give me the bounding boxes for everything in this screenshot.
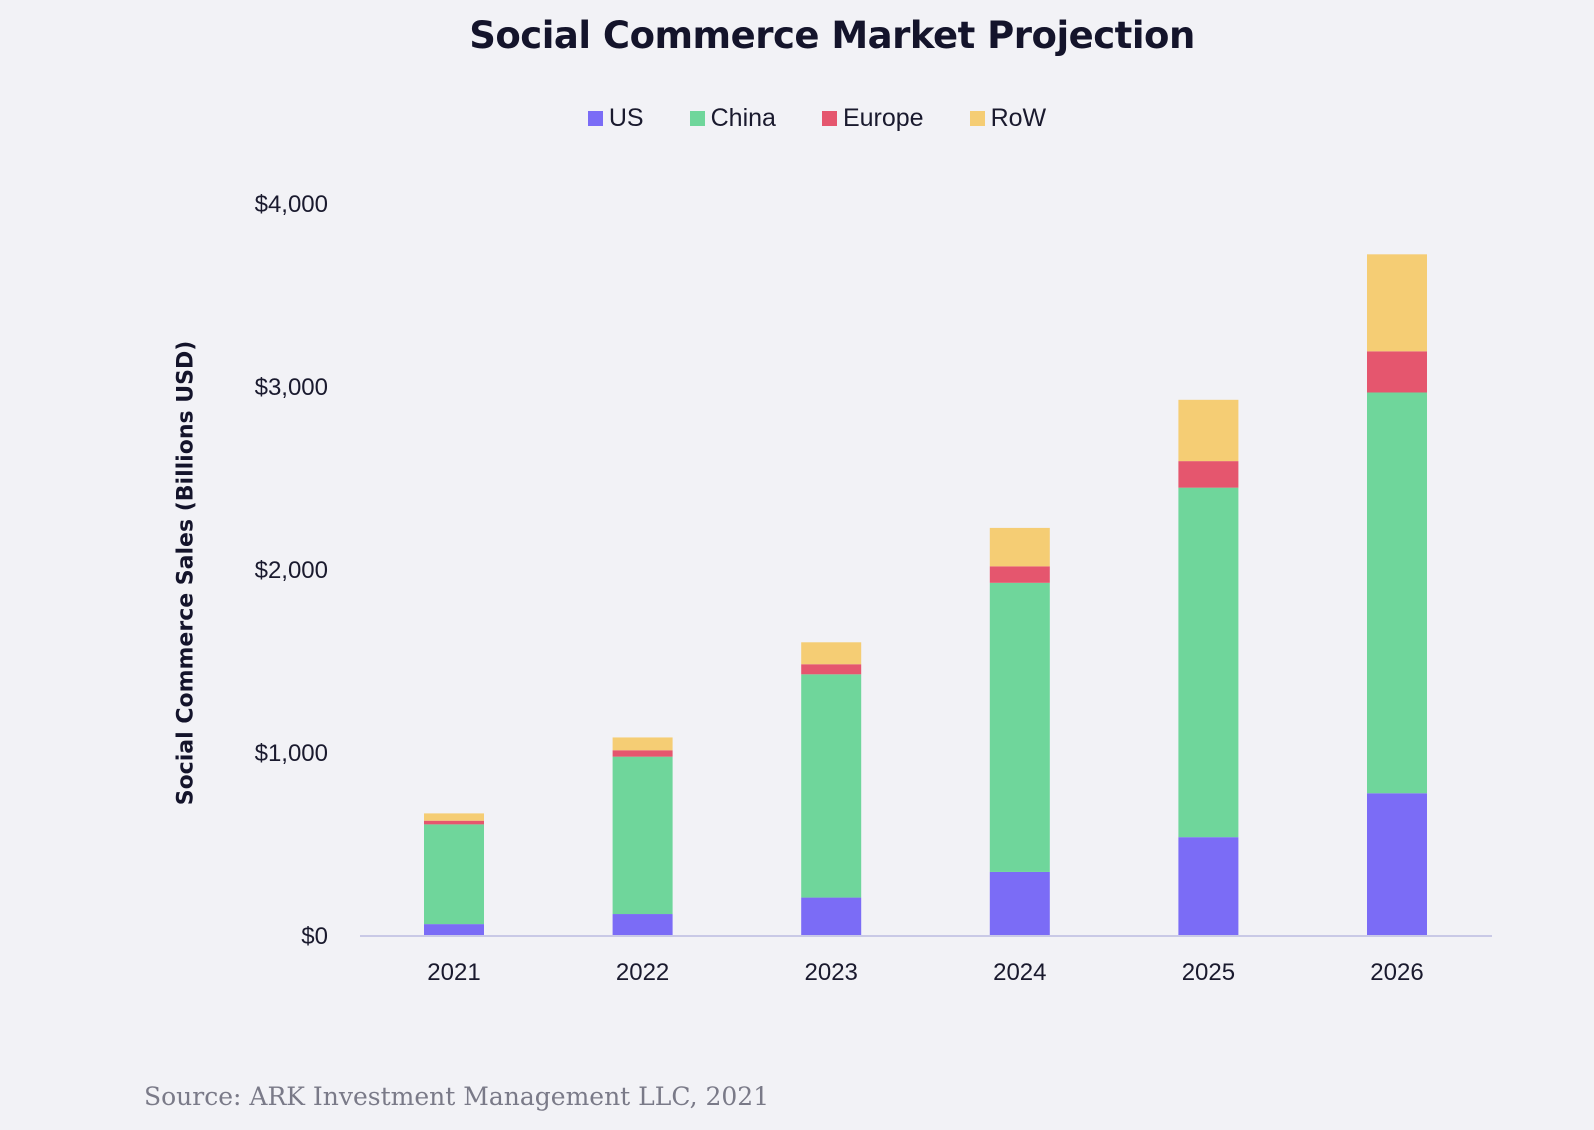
x-tick-label: 2025 bbox=[1182, 959, 1235, 986]
x-tick-label: 2026 bbox=[1370, 959, 1423, 986]
bar-row-2024 bbox=[989, 527, 1050, 567]
bar-us-2024 bbox=[989, 871, 1050, 936]
bar-europe-2026 bbox=[1367, 351, 1427, 393]
x-axis-ticks: 2021 2022 2023 2024 2025 2026 bbox=[427, 959, 1423, 986]
legend-label: China bbox=[710, 104, 776, 132]
bar-europe-2023 bbox=[801, 664, 862, 675]
legend-item-row: RoW bbox=[969, 104, 1047, 133]
bar-china-2026 bbox=[1367, 392, 1427, 794]
bar-row-2026 bbox=[1367, 254, 1427, 352]
y-axis-label: Social Commerce Sales (Billions USD) bbox=[173, 340, 199, 806]
bar-europe-2024 bbox=[989, 566, 1050, 583]
legend-label: Europe bbox=[842, 104, 924, 132]
y-axis-ticks: $0 $1,000 $2,000 $3,000 $4,000 bbox=[255, 191, 328, 950]
legend-swatch bbox=[821, 111, 837, 126]
bar-us-2025 bbox=[1178, 837, 1239, 936]
bar-europe-2022 bbox=[612, 750, 673, 757]
bar-china-2025 bbox=[1178, 487, 1239, 838]
bar-us-2022 bbox=[612, 914, 673, 936]
bar-china-2023 bbox=[801, 674, 862, 898]
x-tick-label: 2023 bbox=[805, 959, 858, 986]
bar-europe-2025 bbox=[1178, 461, 1239, 488]
bars bbox=[424, 254, 1427, 936]
chart-title: Social Commerce Market Projection bbox=[469, 14, 1195, 57]
bar-us-2023 bbox=[801, 897, 862, 936]
bar-europe-2021 bbox=[424, 820, 484, 825]
bar-row-2025 bbox=[1178, 399, 1239, 462]
legend-item-us: US bbox=[587, 104, 644, 133]
bar-us-2021 bbox=[424, 924, 484, 936]
legend-label: US bbox=[608, 104, 644, 132]
y-tick-label: $4,000 bbox=[255, 191, 328, 218]
bar-us-2026 bbox=[1367, 793, 1427, 936]
bar-row-2022 bbox=[612, 737, 673, 751]
x-tick-label: 2022 bbox=[616, 959, 669, 986]
y-tick-label: $2,000 bbox=[255, 557, 328, 584]
legend: US China Europe RoW bbox=[0, 104, 1594, 133]
x-tick-label: 2021 bbox=[427, 959, 480, 986]
bar-china-2024 bbox=[989, 582, 1050, 872]
bar-row-2021 bbox=[424, 813, 484, 821]
y-tick-label: $1,000 bbox=[255, 740, 328, 767]
bar-china-2021 bbox=[424, 824, 484, 925]
y-tick-label: $3,000 bbox=[255, 374, 328, 401]
legend-swatch bbox=[969, 111, 985, 126]
y-tick-label: $0 bbox=[301, 923, 328, 950]
legend-swatch bbox=[689, 111, 705, 126]
legend-label: RoW bbox=[990, 104, 1047, 132]
source-note: Source: ARK Investment Management LLC, 2… bbox=[144, 1082, 770, 1111]
legend-item-europe: Europe bbox=[821, 104, 924, 133]
legend-item-china: China bbox=[689, 104, 776, 133]
bar-china-2022 bbox=[612, 756, 673, 915]
bar-row-2023 bbox=[801, 642, 862, 665]
x-tick-label: 2024 bbox=[993, 959, 1046, 986]
legend-swatch bbox=[587, 111, 603, 126]
